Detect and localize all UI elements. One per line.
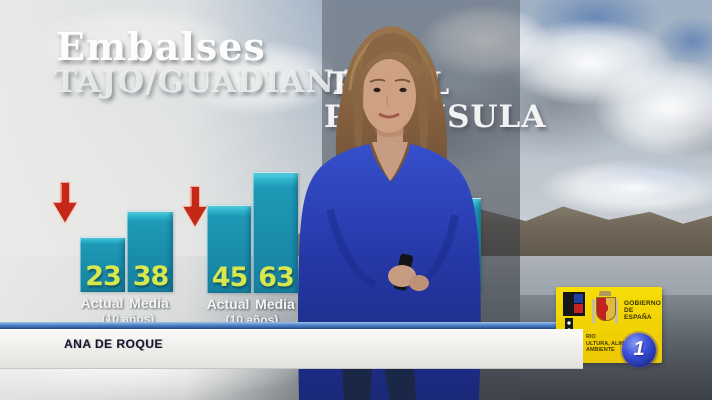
bar-actual: 23 (80, 237, 125, 292)
down-arrow-icon (50, 181, 80, 226)
spain-coat-of-arms-icon (592, 291, 618, 323)
cloud (595, 60, 712, 155)
bar-value: 45 (211, 262, 249, 293)
label-actual: Actual (80, 295, 124, 311)
lower-third-line (0, 322, 583, 329)
down-arrow-icon (180, 185, 210, 230)
pillar-icon (615, 299, 618, 323)
government-label-line2: DE ESPAÑA (624, 307, 652, 321)
label-media: Media (255, 296, 295, 312)
government-label-line1: GOBIERNO (624, 300, 661, 307)
ministry-text: RIO ULTURA, ALIM AMBIENTE (586, 334, 625, 354)
crown-icon (599, 291, 611, 296)
bar-value: 38 (132, 261, 170, 292)
bar-media: 63 (253, 172, 298, 293)
region-subtitle: TAJO/GUADIANA (54, 64, 360, 100)
channel-la1-logo: 1 (622, 333, 656, 367)
ministry-pictogram-icon (563, 292, 585, 316)
bar-actual: 45 (207, 205, 251, 293)
presenter-name-caption: ANA DE ROQUE (64, 337, 163, 351)
pictogram-blue-square (574, 294, 583, 303)
show-title: Embalses (56, 24, 266, 69)
ministry-text-line: RIO (586, 334, 596, 340)
ministry-text-line: AMBIENTE (586, 347, 615, 353)
pictogram-red-square (574, 304, 583, 313)
ministry-text-line: ULTURA, ALIM (586, 340, 625, 347)
shield-center (602, 304, 608, 312)
lower-third-band: ANA DE ROQUE (0, 329, 583, 369)
label-actual: Actual (206, 296, 250, 312)
bar-media: 38 (127, 211, 173, 292)
government-label: GOBIERNO DE ESPAÑA (624, 300, 662, 321)
pillar-icon (592, 299, 595, 323)
channel-number: 1 (633, 338, 645, 360)
cloud (540, 160, 712, 215)
bar-value: 23 (85, 261, 122, 292)
label-media: Media (129, 295, 169, 311)
government-logo: GOBIERNO DE ESPAÑA RIO ULTURA, ALIM AMBI… (556, 287, 662, 367)
bar-value: 63 (258, 262, 295, 293)
